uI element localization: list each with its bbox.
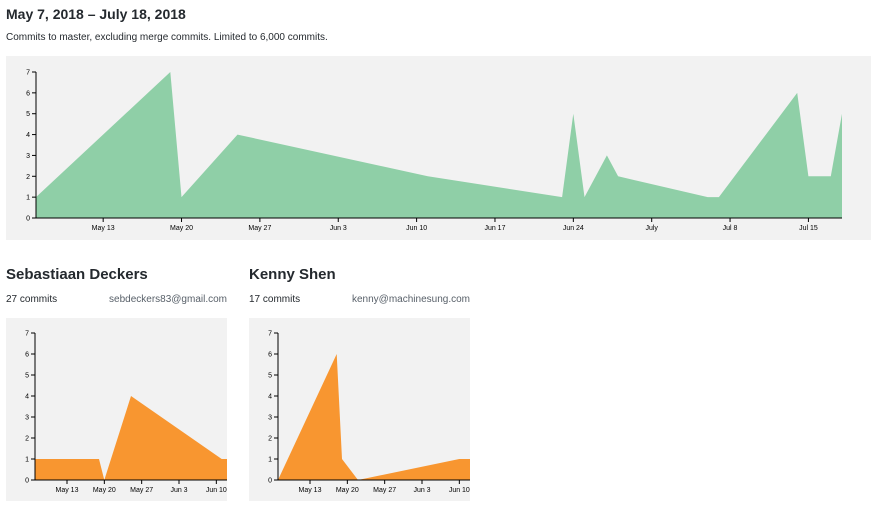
- y-tick-label: 4: [268, 394, 272, 401]
- y-tick-label: 3: [25, 415, 29, 422]
- y-tick-label: 6: [25, 352, 29, 359]
- x-tick-label: Jul 15: [799, 225, 818, 232]
- x-tick-label: Jun 3: [170, 487, 187, 494]
- x-tick-label: May 13: [56, 487, 79, 494]
- y-tick-label: 4: [26, 132, 30, 139]
- x-tick-label: May 27: [373, 487, 396, 494]
- y-tick-label: 0: [25, 478, 29, 485]
- y-tick-label: 5: [25, 373, 29, 380]
- y-tick-label: 7: [25, 331, 29, 338]
- x-tick-label: May 20: [170, 225, 193, 232]
- contributor-commits-chart: 0 1 2 3 4 5 6 7 May 13 May 20 May 27 Jun 3 Jun 10: [6, 318, 227, 501]
- x-tick-label: Jun 10: [206, 487, 227, 494]
- contributor-email: sebdeckers83@gmail.com: [109, 294, 227, 305]
- x-tick-label: Jun 24: [563, 225, 584, 232]
- x-tick-label: Jun 10: [449, 487, 470, 494]
- x-tick-label: May 20: [93, 487, 116, 494]
- x-tick-label: May 27: [130, 487, 153, 494]
- contributor-commits-svg: 0 1 2 3 4 5 6 7 May 13 May 20 May 27 Jun 3 Jun 10: [268, 331, 470, 494]
- y-tick-label: 1: [25, 457, 29, 464]
- x-tick-label: Jun 17: [484, 225, 505, 232]
- contributor-commit-count: 27 commits: [6, 294, 58, 305]
- y-tick-label: 7: [268, 331, 272, 338]
- commits-description: Commits to master, excluding merge commi…: [6, 32, 328, 43]
- y-tick-label: 0: [268, 478, 272, 485]
- x-tick-label: Jun 3: [330, 225, 347, 232]
- y-tick-label: 6: [26, 90, 30, 97]
- y-tick-label: 1: [26, 195, 30, 202]
- y-tick-label: 5: [268, 373, 272, 380]
- commits-area: [36, 72, 842, 218]
- contributor-name[interactable]: Kenny Shen: [249, 266, 336, 283]
- commits-area: [35, 396, 227, 480]
- y-tick-label: 3: [26, 153, 30, 160]
- contributor-email: kenny@machinesung.com: [352, 294, 470, 305]
- y-tick-label: 3: [268, 415, 272, 422]
- overall-commits-chart: 0 1 2 3 4 5 6 7 May 13 May 20 May 27 Jun 3 Jun 10 Jun…: [6, 56, 871, 240]
- x-tick-label: Jun 3: [413, 487, 430, 494]
- contributor-commit-count: 17 commits: [249, 294, 301, 305]
- x-tick-label: May 13: [92, 225, 115, 232]
- x-tick-label: July: [645, 225, 658, 232]
- contributor-commits-chart: 0 1 2 3 4 5 6 7 May 13 May 20 May 27 Jun 3 Jun 10: [249, 318, 470, 501]
- y-tick-label: 6: [268, 352, 272, 359]
- contributor-name[interactable]: Sebastiaan Deckers: [6, 266, 148, 283]
- y-tick-label: 2: [25, 436, 29, 443]
- y-tick-label: 5: [26, 111, 30, 118]
- date-range-title: May 7, 2018 – July 18, 2018: [6, 6, 186, 22]
- y-tick-label: 2: [26, 174, 30, 181]
- x-tick-label: Jul 8: [723, 225, 738, 232]
- y-tick-label: 4: [25, 394, 29, 401]
- y-tick-label: 1: [268, 457, 272, 464]
- x-tick-label: May 20: [336, 487, 359, 494]
- overall-commits-svg: 0 1 2 3 4 5 6 7 May 13 May 20 May 27 Jun 3 Jun 10 Jun…: [26, 70, 842, 232]
- contributor-commits-svg: 0 1 2 3 4 5 6 7 May 13 May 20 May 27 Jun 3 Jun 10: [25, 331, 227, 494]
- commits-area: [278, 354, 470, 480]
- y-tick-label: 2: [268, 436, 272, 443]
- y-tick-label: 7: [26, 70, 30, 77]
- x-tick-label: May 13: [299, 487, 322, 494]
- x-tick-label: Jun 10: [406, 225, 427, 232]
- x-tick-label: May 27: [248, 225, 271, 232]
- y-tick-label: 0: [26, 216, 30, 223]
